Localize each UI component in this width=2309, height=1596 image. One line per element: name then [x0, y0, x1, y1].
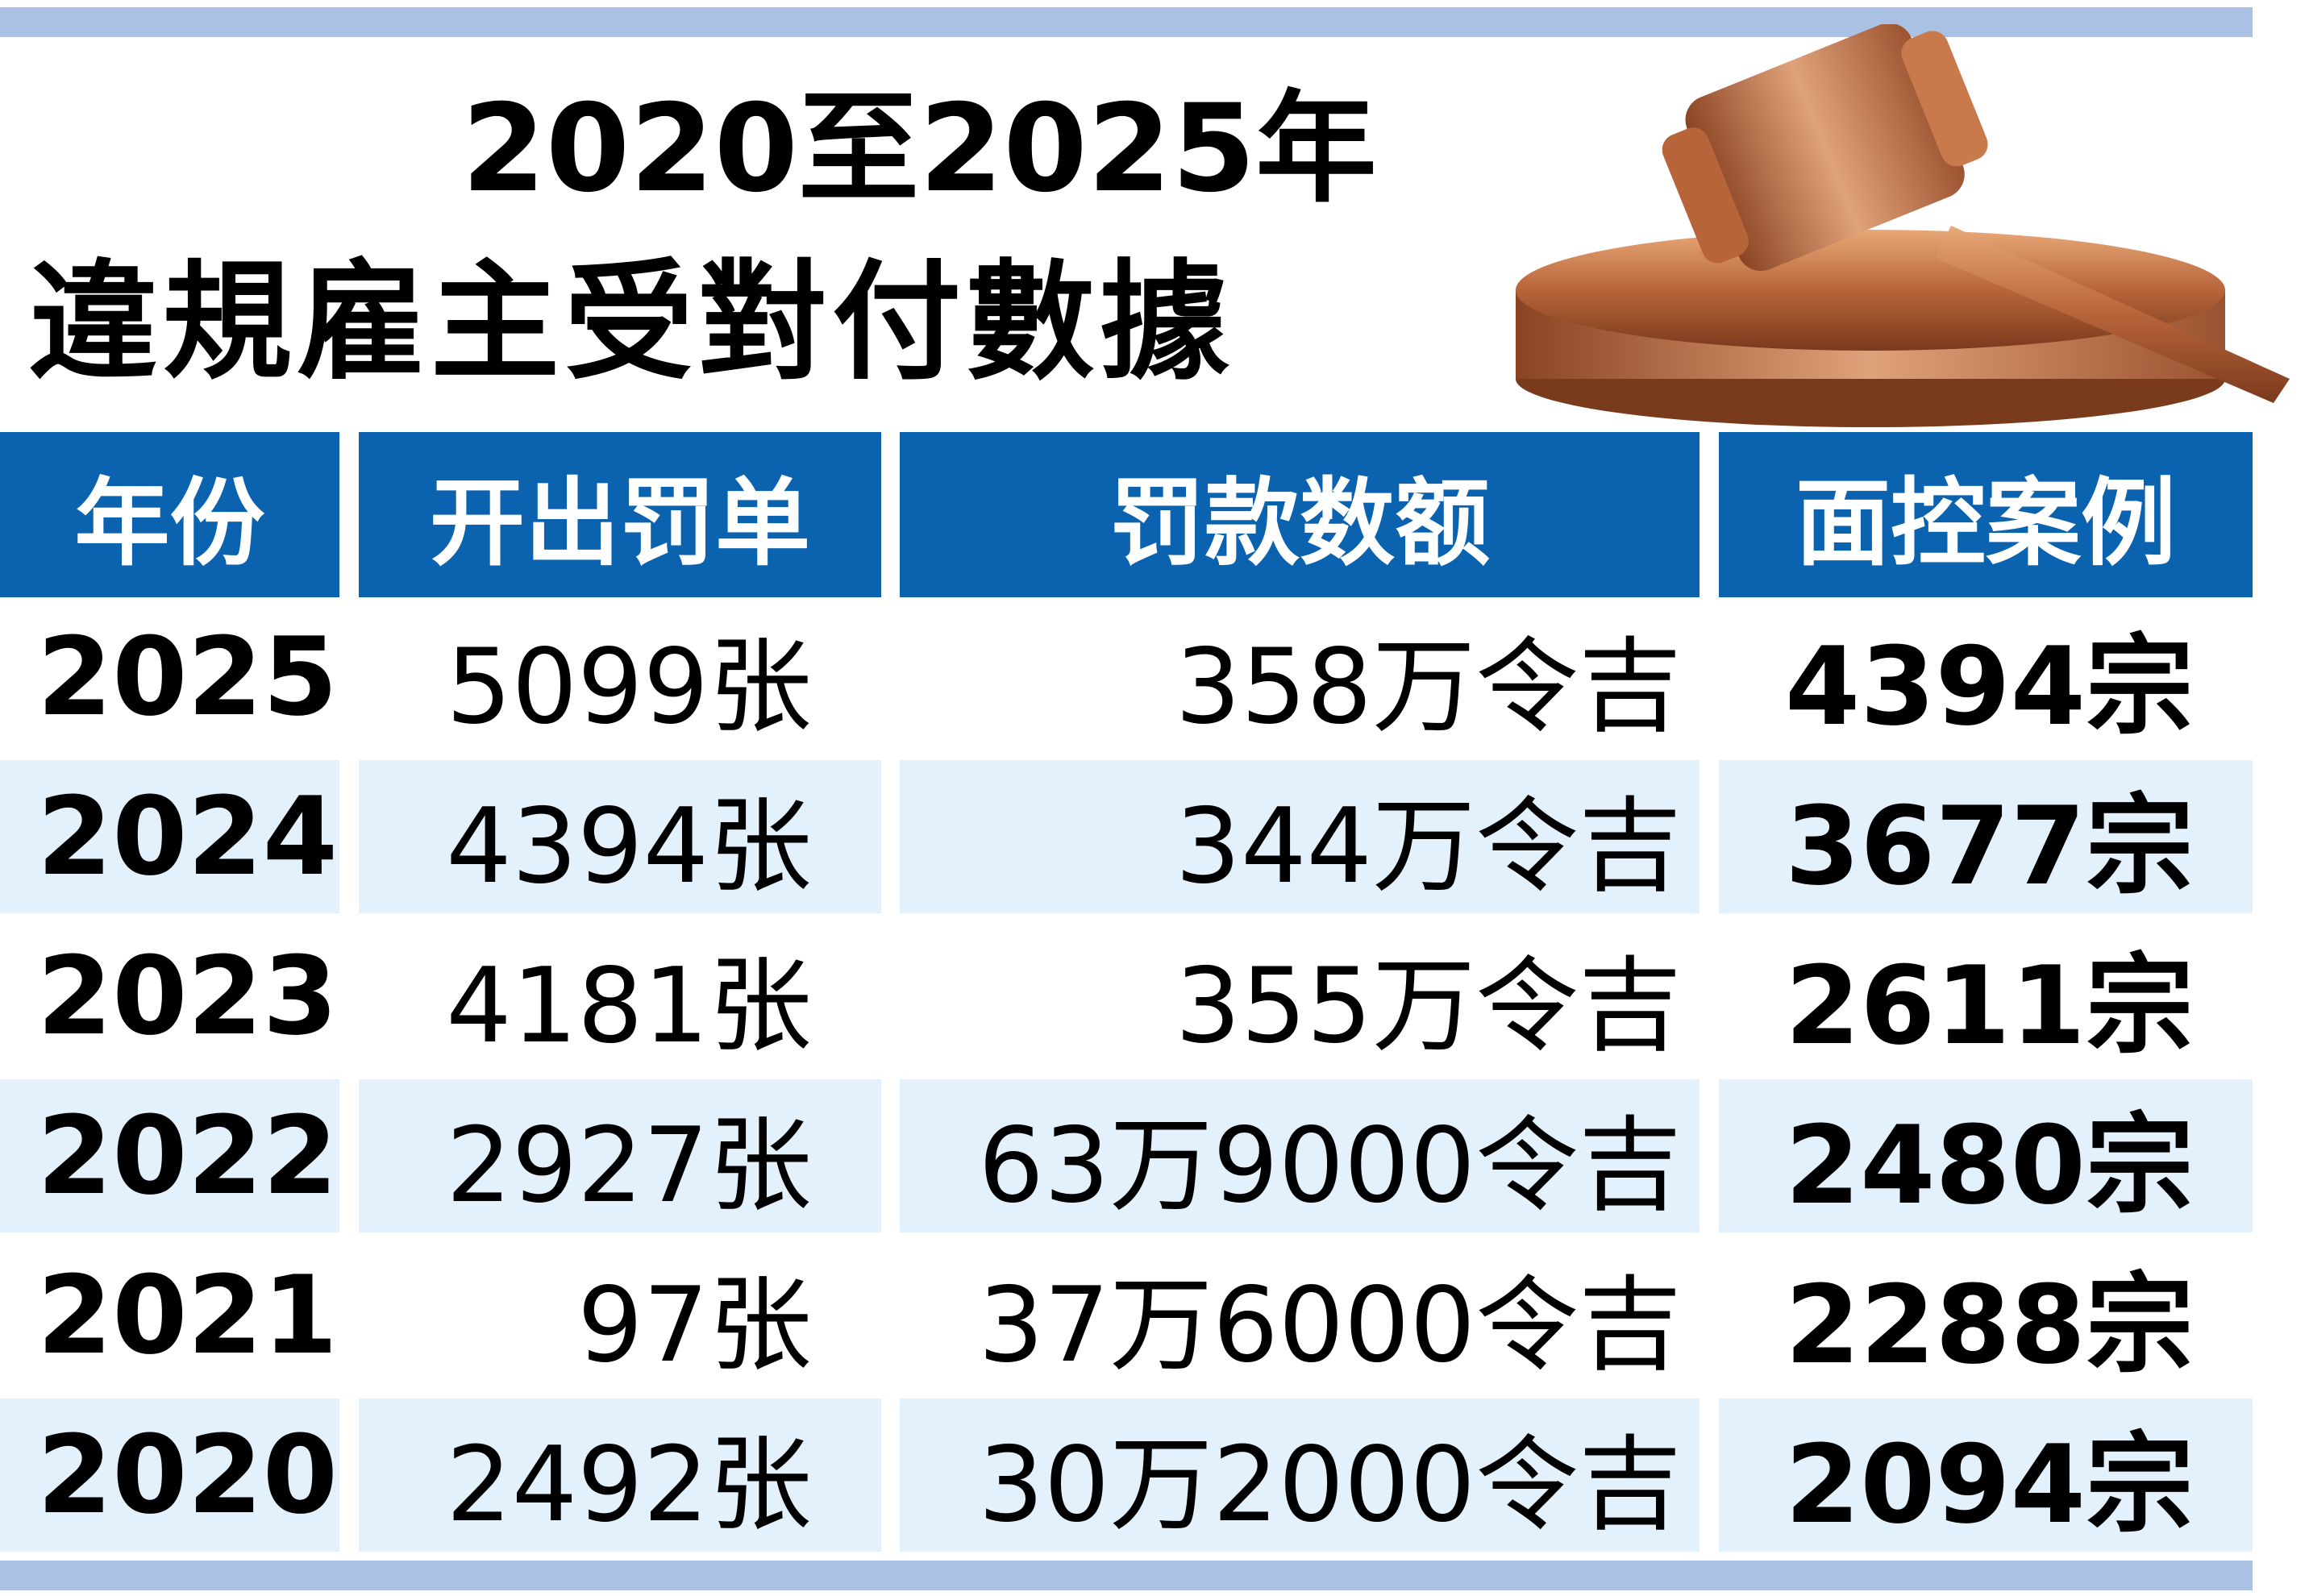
column-header: 开出罚单 — [359, 432, 881, 597]
table-cell: 2020 — [0, 1399, 339, 1552]
table-cell: 5099张 — [446, 626, 812, 747]
table-cell: 4394宗 — [1785, 624, 2194, 750]
table-cell: 2022 — [0, 1079, 339, 1232]
title-line: 違規雇主受對付數據 — [29, 247, 1234, 397]
table-cell: 2021 — [37, 1253, 338, 1378]
table-cell: 358万令吉 — [1175, 626, 1682, 747]
table-cell: 2023 — [37, 933, 338, 1059]
table-cell: 3677宗 — [1719, 760, 2253, 913]
table-cell: 2480宗 — [1719, 1079, 2253, 1232]
table-cell: 4181张 — [446, 946, 812, 1066]
table-cell: 344万令吉 — [900, 760, 1700, 913]
table-cell: 63万9000令吉 — [900, 1079, 1700, 1232]
title-line: 2020至2025年 — [461, 79, 1377, 219]
table-cell: 355万令吉 — [1175, 946, 1682, 1066]
column-header: 年份 — [0, 432, 339, 597]
table-cell: 2025 — [37, 614, 338, 740]
table-cell: 37万6000令吉 — [978, 1265, 1682, 1386]
table-cell: 2492张 — [359, 1399, 881, 1552]
table-cell: 2024 — [0, 760, 339, 913]
table-cell: 30万2000令吉 — [900, 1399, 1700, 1552]
table-cell: 97张 — [577, 1265, 812, 1386]
column-header: 面控案例 — [1719, 432, 2253, 597]
table-cell: 4394张 — [359, 760, 881, 913]
table-cell: 2288宗 — [1785, 1262, 2194, 1388]
column-header: 罚款数额 — [900, 432, 1700, 597]
table-cell: 2611宗 — [1785, 943, 2194, 1069]
bottom-rule — [0, 1561, 2253, 1590]
table-cell: 2927张 — [359, 1079, 881, 1232]
table-cell: 2094宗 — [1719, 1399, 2253, 1552]
gavel-illustration — [1516, 24, 2290, 427]
